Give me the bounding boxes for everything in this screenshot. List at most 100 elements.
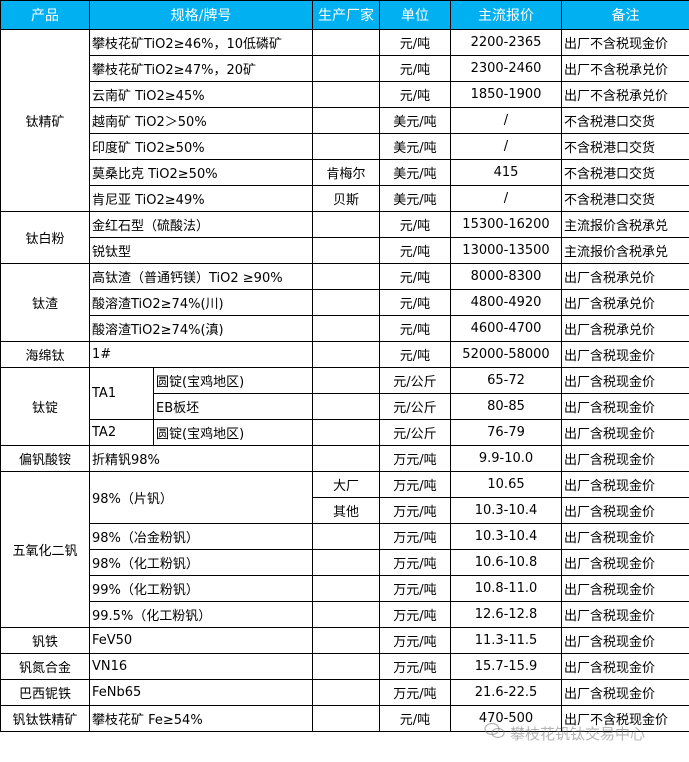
unit-cell: 万元/吨 bbox=[379, 471, 451, 498]
note-cell: 主流报价含税承兑 bbox=[561, 211, 689, 238]
unit-cell: 万元/吨 bbox=[379, 601, 451, 628]
spec-cell: 1# bbox=[89, 341, 313, 368]
note-cell: 出厂含税现金价 bbox=[561, 471, 689, 498]
product-cell: 钛精矿 bbox=[0, 29, 90, 212]
table-row: 巴西铌铁 FeNb65 万元/吨 21.6-22.5 出厂含税现金价 bbox=[0, 679, 689, 706]
spec-cell: 攀枝花矿 Fe≥54% bbox=[89, 705, 313, 732]
watermark-text: 攀枝花钒钛交易中心 bbox=[510, 724, 646, 743]
note-cell: 出厂含税现金价 bbox=[561, 393, 689, 420]
unit-cell: 元/吨 bbox=[379, 29, 451, 56]
maker-cell bbox=[312, 549, 380, 576]
maker-cell bbox=[312, 367, 380, 394]
header-unit: 单位 bbox=[379, 0, 451, 30]
maker-cell bbox=[312, 575, 380, 602]
unit-cell: 元/吨 bbox=[379, 705, 451, 732]
maker-cell bbox=[312, 263, 380, 290]
product-cell: 钒氮合金 bbox=[0, 653, 90, 680]
spec-cell: TA2 bbox=[89, 419, 154, 446]
header-product: 产品 bbox=[0, 0, 90, 30]
watermark: 攀枝花钒钛交易中心 bbox=[484, 722, 645, 744]
header-row: 产品 规格/牌号 生产厂家 单位 主流报价 备注 bbox=[0, 0, 689, 30]
table-row: 其他 万元/吨 10.3-10.4 出厂含税现金价 bbox=[1, 497, 689, 524]
price-cell: 4800-4920 bbox=[450, 289, 562, 316]
maker-cell bbox=[312, 679, 380, 706]
note-cell: 不含税港口交货 bbox=[561, 133, 689, 160]
spec-cell: 高钛渣（普通钙镁）TiO2 ≥90% bbox=[89, 263, 313, 290]
maker-cell bbox=[312, 289, 380, 316]
spec-cell: 98%（冶金粉钒） bbox=[89, 523, 313, 550]
price-cell: 10.8-11.0 bbox=[450, 575, 562, 602]
maker-cell bbox=[312, 55, 380, 82]
spec-cell: 攀枝花矿TiO2≥46%，10低磷矿 bbox=[89, 29, 313, 56]
unit-cell: 元/公斤 bbox=[379, 393, 451, 420]
price-cell: 12.6-12.8 bbox=[450, 601, 562, 628]
maker-cell: 其他 bbox=[312, 497, 380, 524]
maker-cell bbox=[312, 419, 380, 446]
product-cell: 五氧化二钒 bbox=[0, 471, 90, 628]
table-row: 云南矿 TiO2≥45% 元/吨 1850-1900 出厂不含税承兑价 bbox=[1, 81, 689, 108]
unit-cell: 元/吨 bbox=[379, 289, 451, 316]
table-row: 钒钛铁精矿 攀枝花矿 Fe≥54% 元/吨 470-500 出厂不含税现金价 bbox=[0, 705, 689, 732]
table-row: 99%（化工粉钒） 万元/吨 10.8-11.0 出厂含税现金价 bbox=[1, 575, 689, 602]
spec-sub-cell: 圆锭(宝鸡地区) bbox=[153, 419, 313, 446]
table-row: 钒铁 FeV50 万元/吨 11.3-11.5 出厂含税现金价 bbox=[0, 627, 689, 654]
maker-cell bbox=[312, 627, 380, 654]
note-cell: 出厂不含税现金价 bbox=[561, 29, 689, 56]
price-cell: 10.6-10.8 bbox=[450, 549, 562, 576]
spec-cell: 折精钒98% bbox=[89, 445, 313, 472]
table-row: 钛白粉 金红石型（硫酸法） 元/吨 15300-16200 主流报价含税承兑 bbox=[0, 211, 689, 264]
table-row: 印度矿 TiO2≥50% 美元/吨 / 不含税港口交货 bbox=[1, 133, 689, 160]
product-cell: 钒铁 bbox=[0, 627, 90, 654]
maker-cell bbox=[312, 601, 380, 628]
note-cell: 出厂含税现金价 bbox=[561, 601, 689, 628]
header-spec: 规格/牌号 bbox=[89, 0, 313, 30]
spec-cell: 越南矿 TiO2＞50% bbox=[89, 107, 313, 134]
product-cell: 钛白粉 bbox=[0, 211, 90, 264]
spec-sub-cell: 圆锭(宝鸡地区) bbox=[153, 367, 313, 394]
price-cell: 4600-4700 bbox=[450, 315, 562, 342]
spec-cell: 金红石型（硫酸法） bbox=[89, 211, 313, 238]
unit-cell: 元/吨 bbox=[379, 263, 451, 290]
maker-cell bbox=[312, 653, 380, 680]
table-row: 酸溶渣TiO2≥74%(滇) 元/吨 4600-4700 出厂含税承兑价 bbox=[1, 315, 689, 342]
note-cell: 出厂含税现金价 bbox=[561, 627, 689, 654]
unit-cell: 万元/吨 bbox=[379, 497, 451, 524]
table-row: 锐钛型 元/吨 13000-13500 主流报价含税承兑 bbox=[1, 237, 689, 264]
note-cell: 出厂不含税承兑价 bbox=[561, 55, 689, 82]
price-cell: 9.9-10.0 bbox=[450, 445, 562, 472]
note-cell: 出厂含税承兑价 bbox=[561, 315, 689, 342]
price-cell: 13000-13500 bbox=[450, 237, 562, 264]
note-cell: 出厂含税现金价 bbox=[561, 523, 689, 550]
unit-cell: 美元/吨 bbox=[379, 159, 451, 186]
spec-cell: FeV50 bbox=[89, 627, 313, 654]
spec-cell: VN16 bbox=[89, 653, 313, 680]
unit-cell: 万元/吨 bbox=[379, 549, 451, 576]
maker-cell bbox=[312, 393, 380, 420]
note-cell: 出厂含税现金价 bbox=[561, 497, 689, 524]
maker-cell bbox=[312, 705, 380, 732]
table-row: 钛精矿 攀枝花矿TiO2≥46%，10低磷矿 元/吨 2200-2365 出厂不含税现金… bbox=[0, 29, 689, 212]
maker-cell bbox=[312, 341, 380, 368]
spec-cell: 肯尼亚 TiO2≥49% bbox=[89, 185, 313, 212]
unit-cell: 元/吨 bbox=[379, 237, 451, 264]
price-cell: 470-500 bbox=[450, 705, 562, 732]
table-row: 偏钒酸铵 折精钒98% 万元/吨 9.9-10.0 出厂含税现金价 bbox=[0, 445, 689, 472]
spec-cell: 99%（化工粉钒） bbox=[89, 575, 313, 602]
price-cell: / bbox=[450, 133, 562, 160]
spec-cell: 98%（化工粉钒） bbox=[89, 549, 313, 576]
price-cell: 80-85 bbox=[450, 393, 562, 420]
price-cell: 65-72 bbox=[450, 367, 562, 394]
table-row: 海绵钛 1# 元/吨 52000-58000 出厂含税现金价 bbox=[0, 341, 689, 368]
price-cell: 76-79 bbox=[450, 419, 562, 446]
table-row: 肯尼亚 TiO2≥49% 贝斯 美元/吨 / 不含税港口交货 bbox=[1, 185, 689, 212]
product-cell: 钛渣 bbox=[0, 263, 90, 342]
price-cell: 15300-16200 bbox=[450, 211, 562, 238]
unit-cell: 万元/吨 bbox=[379, 653, 451, 680]
note-cell: 出厂含税承兑价 bbox=[561, 263, 689, 290]
table-row: 98%（冶金粉钒） 万元/吨 10.3-10.4 出厂含税现金价 bbox=[1, 523, 689, 550]
price-cell: 2200-2365 bbox=[450, 29, 562, 56]
spec-sub-cell: EB板坯 bbox=[153, 393, 313, 420]
note-cell: 出厂不含税现金价 bbox=[561, 705, 689, 732]
table-row: 钛锭 TA1 圆锭(宝鸡地区) 元/公斤 65-72 出厂含税现金价 bbox=[0, 367, 689, 446]
spec-cell: 98%（片钒） bbox=[89, 471, 313, 524]
